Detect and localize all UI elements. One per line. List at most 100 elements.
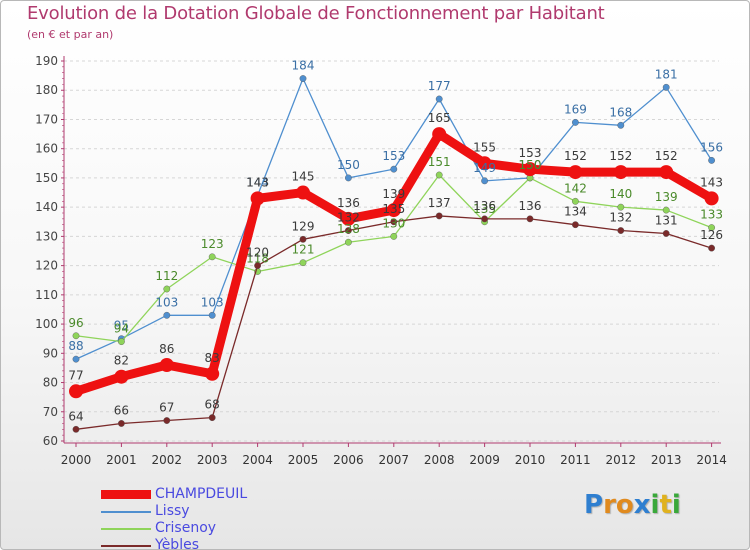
x-tick-label: 2005: [288, 453, 319, 467]
data-label-lissy: 156: [700, 140, 723, 154]
data-label-champdeuil: 143: [700, 175, 723, 189]
data-label-y-bles: 67: [159, 401, 174, 415]
data-label-champdeuil: 155: [473, 140, 496, 154]
legend-item: Lissy: [101, 503, 247, 520]
legend-swatch: [101, 527, 151, 530]
y-tick-label: 160: [35, 142, 58, 156]
y-tick-label: 80: [43, 376, 58, 390]
data-label-crisenoy: 151: [428, 155, 451, 169]
x-tick-label: 2009: [469, 453, 500, 467]
data-label-y-bles: 131: [655, 213, 678, 227]
data-label-crisenoy: 123: [201, 237, 224, 251]
data-label-crisenoy: 150: [519, 158, 542, 172]
data-label-y-bles: 132: [337, 211, 360, 225]
data-label-lissy: 95: [114, 319, 129, 333]
point-y-bles: [390, 218, 398, 226]
legend-label: Crisenoy: [155, 520, 217, 536]
proxiti-logo: Proxiti: [584, 490, 681, 520]
point-y-bles: [481, 215, 488, 223]
y-tick-label: 120: [35, 259, 58, 273]
data-label-y-bles: 135: [382, 202, 405, 216]
data-label-lissy: 177: [428, 79, 451, 93]
data-label-crisenoy: 140: [609, 187, 632, 201]
point-y-bles: [526, 215, 534, 223]
point-lissy: [72, 355, 80, 363]
data-label-y-bles: 66: [114, 403, 129, 417]
point-y-bles: [72, 425, 80, 433]
y-tick-label: 110: [35, 288, 58, 302]
data-label-y-bles: 126: [700, 228, 723, 242]
data-label-champdeuil: 145: [292, 170, 315, 184]
logo-letter: t: [659, 490, 672, 520]
point-lissy: [572, 118, 579, 126]
data-label-champdeuil: 153: [519, 146, 542, 160]
series-line-y-bles: [75, 215, 713, 430]
point-champdeuil: [250, 191, 265, 206]
point-crisenoy: [344, 238, 352, 246]
y-tick-label: 180: [35, 83, 58, 97]
point-y-bles: [254, 262, 262, 270]
data-label-crisenoy: 118: [246, 251, 269, 265]
y-tick-label: 190: [35, 54, 58, 68]
x-tick-label: 2013: [651, 453, 682, 467]
legend-item: CHAMPDEUIL: [101, 486, 247, 503]
chart-title: Evolution de la Dotation Globale de Fonc…: [27, 3, 605, 24]
data-label-champdeuil: 86: [159, 342, 174, 356]
logo-letter: i: [650, 490, 660, 520]
data-label-champdeuil: 136: [337, 196, 360, 210]
point-lissy: [481, 177, 488, 185]
point-lissy: [299, 75, 307, 82]
x-tick-label: 2014: [696, 453, 727, 467]
point-y-bles: [572, 221, 579, 229]
data-label-lissy: 149: [473, 161, 496, 175]
point-y-bles: [163, 417, 171, 424]
legend-label: Lissy: [155, 503, 190, 519]
point-champdeuil: [386, 203, 401, 218]
point-champdeuil: [477, 156, 492, 171]
y-tick-label: 170: [35, 112, 58, 126]
y-tick-label: 90: [43, 346, 58, 360]
point-y-bles: [344, 227, 352, 234]
data-label-lissy: 153: [382, 149, 405, 163]
x-tick-label: 2006: [333, 453, 364, 467]
data-label-lissy: 181: [655, 67, 678, 81]
x-tick-label: 2012: [606, 453, 637, 467]
legend-label: CHAMPDEUIL: [155, 486, 248, 502]
x-tick-label: 2004: [242, 453, 273, 467]
point-y-bles: [299, 235, 307, 243]
logo-letter: o: [615, 490, 634, 520]
logo-letter: P: [584, 490, 604, 520]
data-label-lissy: 150: [337, 158, 360, 172]
point-crisenoy: [708, 224, 715, 232]
data-label-champdeuil: 82: [114, 354, 129, 368]
point-lissy: [435, 95, 443, 103]
data-label-lissy: 168: [609, 105, 632, 119]
point-champdeuil: [114, 369, 129, 384]
point-crisenoy: [208, 253, 216, 261]
data-label-y-bles: 132: [609, 211, 632, 225]
chart-legend: CHAMPDEUIL Lissy Crisenoy Yèbles: [101, 486, 247, 549]
point-champdeuil: [341, 211, 356, 226]
data-label-crisenoy: 130: [382, 216, 405, 230]
data-label-lissy: 88: [68, 339, 83, 353]
legend-swatch: [101, 490, 151, 499]
x-tick-label: 2008: [424, 453, 455, 467]
point-y-bles: [662, 230, 670, 237]
x-tick-label: 2003: [197, 453, 228, 467]
data-label-y-bles: 120: [246, 246, 269, 260]
data-label-crisenoy: 133: [700, 208, 723, 222]
point-champdeuil: [69, 384, 83, 399]
point-champdeuil: [659, 165, 674, 180]
point-crisenoy: [163, 285, 171, 293]
point-champdeuil: [296, 185, 310, 200]
point-crisenoy: [299, 259, 307, 267]
legend-item: Crisenoy: [101, 520, 247, 537]
y-tick-label: 60: [43, 434, 58, 448]
chart-subtitle: (en € et par an): [27, 28, 114, 41]
data-label-y-bles: 137: [428, 196, 451, 210]
point-crisenoy: [390, 232, 398, 240]
data-label-champdeuil: 165: [428, 111, 451, 125]
data-label-y-bles: 134: [564, 205, 587, 219]
